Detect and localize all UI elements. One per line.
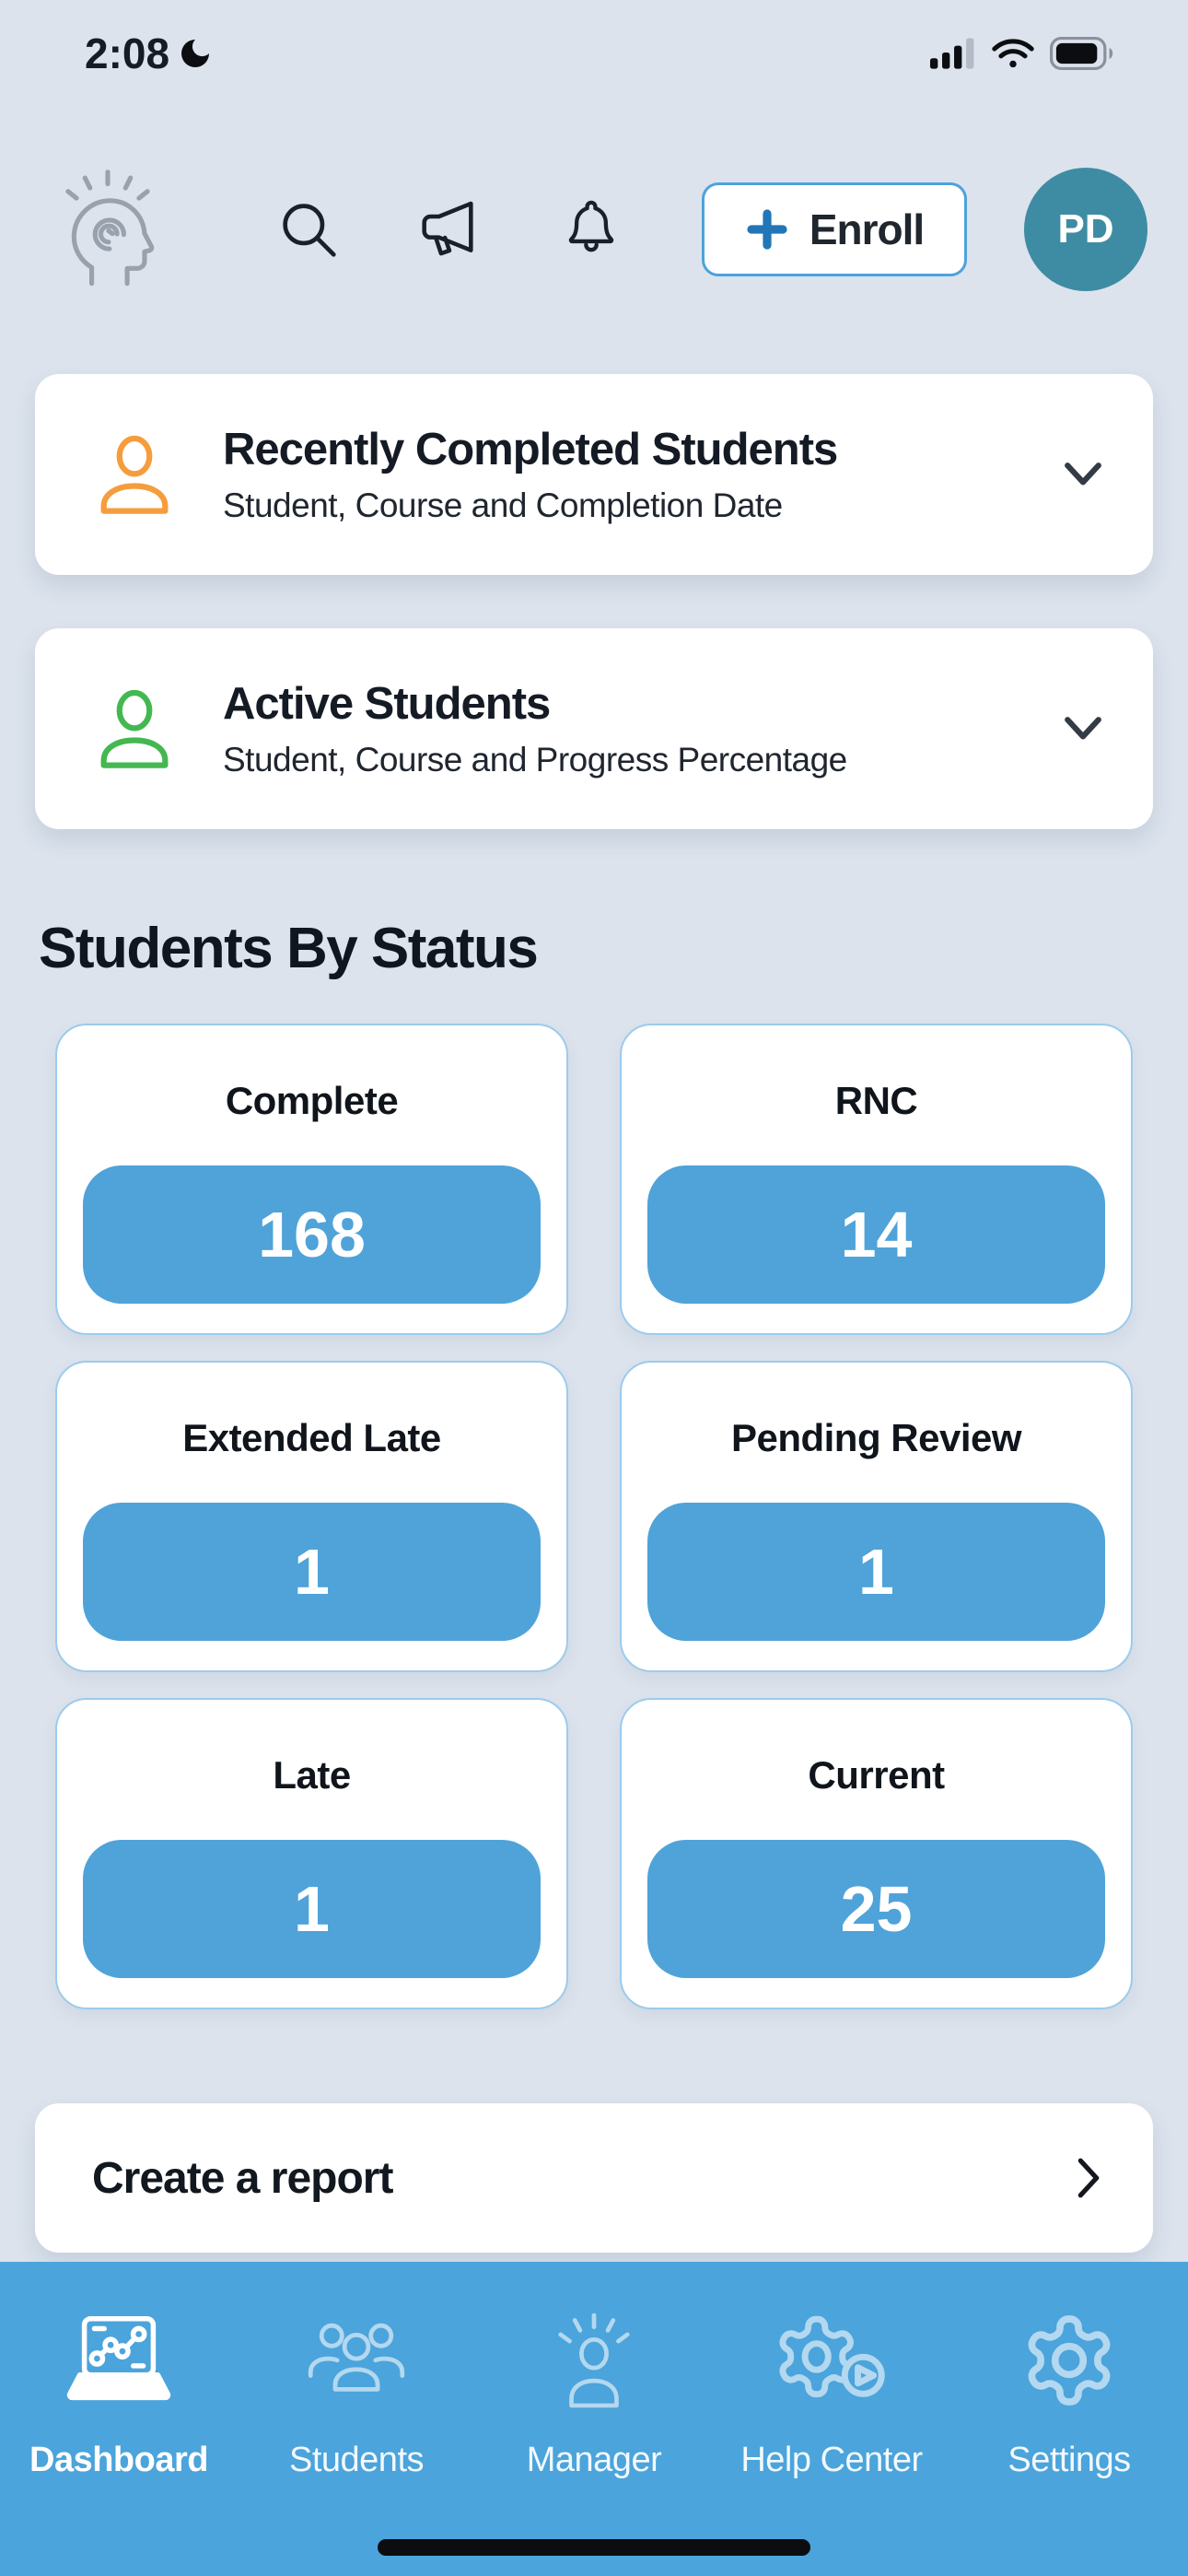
megaphone-icon[interactable] (413, 193, 490, 266)
status-count-pill: 1 (83, 1503, 541, 1641)
status-time: 2:08 (85, 29, 214, 78)
status-card-current[interactable]: Current 25 (620, 1698, 1133, 2009)
card-title: Active Students (223, 679, 551, 729)
nav-label: Help Center (740, 2441, 923, 2479)
recently-completed-card[interactable]: Recently Completed Students Student, Cou… (35, 374, 1153, 575)
bell-icon[interactable] (556, 193, 626, 266)
nav-label: Manager (526, 2441, 662, 2479)
status-count: 1 (294, 1536, 330, 1608)
status-card-label: Late (273, 1753, 351, 1797)
avatar[interactable]: PD (1024, 168, 1147, 291)
battery-icon (1050, 37, 1116, 70)
mind-logo-icon[interactable] (52, 169, 164, 290)
status-card-pending-review[interactable]: Pending Review 1 (620, 1361, 1133, 1672)
status-card-rnc[interactable]: RNC 14 (620, 1024, 1133, 1335)
enroll-button[interactable]: Enroll (702, 182, 967, 276)
card-subtitle: Student, Course and Progress Percentage (223, 741, 847, 779)
status-count: 1 (294, 1873, 330, 1945)
status-card-complete[interactable]: Complete 168 (55, 1024, 568, 1335)
card-text: Active Students Student, Course and Prog… (223, 678, 1057, 779)
nav-item-students[interactable]: Students (238, 2302, 475, 2576)
app-header: Enroll PD (0, 160, 1188, 299)
section-title: Students By Status (39, 917, 539, 980)
status-icons (930, 37, 1116, 70)
moon-icon (177, 35, 214, 72)
status-count-pill: 14 (647, 1165, 1105, 1304)
status-card-label: Pending Review (730, 1416, 1022, 1459)
status-count: 1 (858, 1536, 894, 1608)
nav-item-manager[interactable]: Manager (475, 2302, 713, 2576)
create-report-label: Create a report (92, 2153, 393, 2203)
chevron-right-icon (1070, 2154, 1107, 2202)
chevron-down-icon[interactable] (1057, 455, 1109, 494)
create-report-row[interactable]: Create a report (35, 2103, 1153, 2253)
dashboard-icon (61, 2302, 177, 2418)
card-text: Recently Completed Students Student, Cou… (223, 424, 1057, 525)
status-count: 25 (840, 1873, 913, 1945)
card-subtitle: Student, Course and Completion Date (223, 486, 783, 524)
nav-label: Students (289, 2441, 425, 2479)
card-title: Recently Completed Students (223, 425, 838, 474)
person-icon (88, 684, 181, 774)
status-card-label: Complete (225, 1079, 399, 1122)
manager-icon (541, 2302, 647, 2418)
person-icon (88, 429, 181, 520)
status-count-pill: 1 (83, 1840, 541, 1978)
students-icon (302, 2302, 411, 2418)
status-grid: Complete 168 RNC 14 Extended Late 1 Pend… (55, 1024, 1133, 2009)
bottom-nav: Dashboard Students Manager (0, 2262, 1188, 2576)
status-count-pill: 1 (647, 1503, 1105, 1641)
help-center-icon (772, 2302, 891, 2418)
status-count-pill: 25 (647, 1840, 1105, 1978)
home-indicator[interactable] (378, 2539, 810, 2556)
nav-item-settings[interactable]: Settings (950, 2302, 1188, 2576)
status-card-label: Current (808, 1753, 945, 1797)
plus-icon (745, 207, 789, 252)
cellular-signal-icon (930, 37, 976, 70)
nav-label: Dashboard (29, 2441, 208, 2479)
status-bar: 2:08 (0, 0, 1188, 83)
nav-item-help-center[interactable]: Help Center (713, 2302, 950, 2576)
status-card-extended-late[interactable]: Extended Late 1 (55, 1361, 568, 1672)
status-count: 168 (258, 1199, 366, 1270)
status-count: 14 (840, 1199, 913, 1270)
avatar-initials: PD (1057, 206, 1114, 252)
search-icon[interactable] (273, 193, 344, 265)
wifi-icon (991, 37, 1035, 70)
clock-text: 2:08 (85, 29, 170, 77)
enroll-label: Enroll (809, 205, 925, 253)
active-students-card[interactable]: Active Students Student, Course and Prog… (35, 628, 1153, 829)
chevron-down-icon[interactable] (1057, 709, 1109, 748)
nav-item-dashboard[interactable]: Dashboard (0, 2302, 238, 2576)
status-count-pill: 168 (83, 1165, 541, 1304)
nav-label: Settings (1007, 2441, 1131, 2479)
settings-icon (1019, 2302, 1119, 2418)
status-card-late[interactable]: Late 1 (55, 1698, 568, 2009)
status-card-label: RNC (834, 1079, 918, 1122)
status-card-label: Extended Late (182, 1416, 441, 1459)
